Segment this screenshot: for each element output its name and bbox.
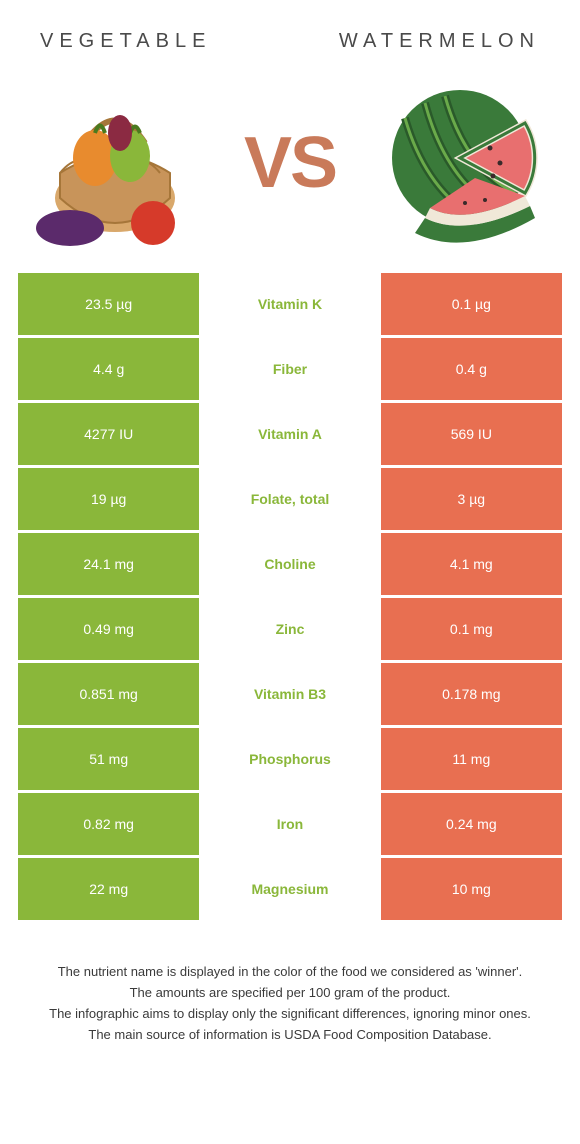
nutrient-label: Folate, total — [199, 468, 380, 530]
left-value: 24.1 mg — [18, 533, 199, 595]
right-value: 4.1 mg — [381, 533, 562, 595]
table-row: 22 mgMagnesium10 mg — [18, 858, 562, 920]
right-value: 0.1 mg — [381, 598, 562, 660]
right-value: 10 mg — [381, 858, 562, 920]
vs-label: VS — [244, 122, 336, 204]
left-value: 51 mg — [18, 728, 199, 790]
nutrient-label: Fiber — [199, 338, 380, 400]
table-row: 4.4 gFiber0.4 g — [18, 338, 562, 400]
table-row: 24.1 mgCholine4.1 mg — [18, 533, 562, 595]
right-food-title: WATERMELON — [339, 30, 540, 53]
right-value: 0.1 µg — [381, 273, 562, 335]
footer-line: The main source of information is USDA F… — [30, 1026, 550, 1045]
table-row: 0.49 mgZinc0.1 mg — [18, 598, 562, 660]
footer-notes: The nutrient name is displayed in the co… — [0, 923, 580, 1044]
comparison-table: 23.5 µgVitamin K0.1 µg4.4 gFiber0.4 g427… — [0, 273, 580, 920]
right-food-image — [370, 73, 560, 253]
table-row: 51 mgPhosphorus11 mg — [18, 728, 562, 790]
left-value: 0.851 mg — [18, 663, 199, 725]
table-row: 4277 IUVitamin A569 IU — [18, 403, 562, 465]
table-row: 23.5 µgVitamin K0.1 µg — [18, 273, 562, 335]
left-value: 22 mg — [18, 858, 199, 920]
left-food-title: VEGETABLE — [40, 30, 211, 53]
left-value: 4.4 g — [18, 338, 199, 400]
right-value: 11 mg — [381, 728, 562, 790]
left-value: 4277 IU — [18, 403, 199, 465]
header: VEGETABLE WATERMELON — [0, 0, 580, 63]
left-value: 0.49 mg — [18, 598, 199, 660]
nutrient-label: Vitamin K — [199, 273, 380, 335]
footer-line: The infographic aims to display only the… — [30, 1005, 550, 1024]
left-value: 0.82 mg — [18, 793, 199, 855]
nutrient-label: Iron — [199, 793, 380, 855]
nutrient-label: Vitamin B3 — [199, 663, 380, 725]
images-row: VS — [0, 63, 580, 273]
left-value: 19 µg — [18, 468, 199, 530]
footer-line: The nutrient name is displayed in the co… — [30, 963, 550, 982]
footer-line: The amounts are specified per 100 gram o… — [30, 984, 550, 1003]
table-row: 19 µgFolate, total3 µg — [18, 468, 562, 530]
right-value: 0.24 mg — [381, 793, 562, 855]
right-value: 0.4 g — [381, 338, 562, 400]
left-value: 23.5 µg — [18, 273, 199, 335]
table-row: 0.851 mgVitamin B30.178 mg — [18, 663, 562, 725]
nutrient-label: Vitamin A — [199, 403, 380, 465]
nutrient-label: Choline — [199, 533, 380, 595]
table-row: 0.82 mgIron0.24 mg — [18, 793, 562, 855]
nutrient-label: Phosphorus — [199, 728, 380, 790]
right-value: 569 IU — [381, 403, 562, 465]
right-value: 0.178 mg — [381, 663, 562, 725]
nutrient-label: Magnesium — [199, 858, 380, 920]
nutrient-label: Zinc — [199, 598, 380, 660]
left-food-image — [20, 73, 210, 253]
right-value: 3 µg — [381, 468, 562, 530]
